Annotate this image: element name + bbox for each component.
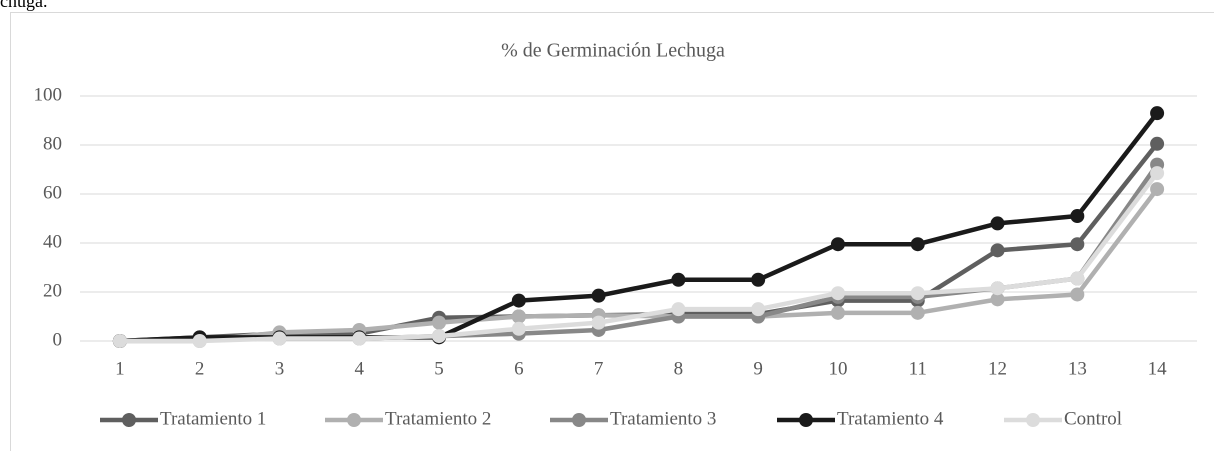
series-line	[119, 187, 1159, 344]
x-tick-label: 1	[115, 358, 125, 379]
data-point	[511, 309, 526, 324]
series-line	[119, 142, 1159, 344]
data-point	[830, 286, 845, 301]
x-tick-label: 11	[909, 358, 927, 379]
data-point	[511, 293, 526, 308]
x-tick-label: 13	[1068, 358, 1087, 379]
legend-label: Tratamiento 3	[610, 408, 716, 429]
data-point	[511, 321, 526, 336]
y-tick-label: 100	[34, 84, 63, 105]
caption: chuga.	[0, 0, 47, 11]
x-tick-label: 3	[275, 358, 285, 379]
y-tick-label: 80	[43, 133, 62, 154]
x-tick-label: 5	[434, 358, 444, 379]
x-tick-label: 7	[594, 358, 604, 379]
chart-frame	[10, 12, 1214, 451]
data-point	[1150, 106, 1165, 121]
data-point	[751, 272, 766, 287]
y-tick-label: 40	[43, 231, 62, 252]
data-point	[591, 288, 606, 303]
data-point	[990, 243, 1005, 258]
data-point	[1150, 182, 1165, 197]
data-point	[1070, 287, 1085, 302]
y-tick-label: 0	[53, 329, 63, 350]
data-point	[591, 315, 606, 330]
x-tick-label: 4	[355, 358, 365, 379]
data-point	[830, 237, 845, 252]
legend-label: Tratamiento 2	[385, 408, 491, 429]
data-point	[1070, 271, 1085, 286]
data-point	[671, 272, 686, 287]
data-point	[352, 331, 367, 346]
x-tick-label: 2	[195, 358, 205, 379]
data-point	[432, 329, 447, 344]
data-point	[1070, 209, 1085, 224]
data-point	[1150, 166, 1165, 181]
data-point	[1150, 136, 1165, 151]
x-tick-label: 10	[828, 358, 847, 379]
data-point	[990, 216, 1005, 231]
series-line	[119, 171, 1159, 344]
legend-marker	[122, 413, 136, 427]
data-point	[671, 302, 686, 317]
legend-marker	[1026, 413, 1040, 427]
data-point	[830, 305, 845, 320]
data-point	[990, 281, 1005, 296]
x-tick-label: 12	[988, 358, 1007, 379]
data-point	[432, 315, 447, 330]
x-tick-label: 14	[1148, 358, 1168, 379]
chart-title: % de Germinación Lechuga	[501, 40, 725, 62]
legend-label: Tratamiento 1	[160, 408, 266, 429]
x-tick-label: 6	[514, 358, 524, 379]
legend-marker	[572, 413, 586, 427]
data-point	[272, 331, 287, 346]
x-tick-label: 9	[753, 358, 763, 379]
y-tick-label: 20	[43, 280, 62, 301]
data-point	[112, 334, 127, 348]
data-point	[192, 334, 207, 348]
y-tick-label: 60	[43, 182, 62, 203]
data-point	[910, 237, 925, 252]
data-point	[910, 286, 925, 301]
legend-label: Control	[1064, 408, 1122, 429]
data-point	[910, 305, 925, 320]
data-point	[990, 292, 1005, 307]
legend-label: Tratamiento 4	[837, 408, 944, 429]
x-tick-label: 8	[674, 358, 684, 379]
data-point	[751, 302, 766, 317]
legend-marker	[347, 413, 361, 427]
data-point	[1070, 237, 1085, 252]
legend-marker	[799, 413, 813, 427]
